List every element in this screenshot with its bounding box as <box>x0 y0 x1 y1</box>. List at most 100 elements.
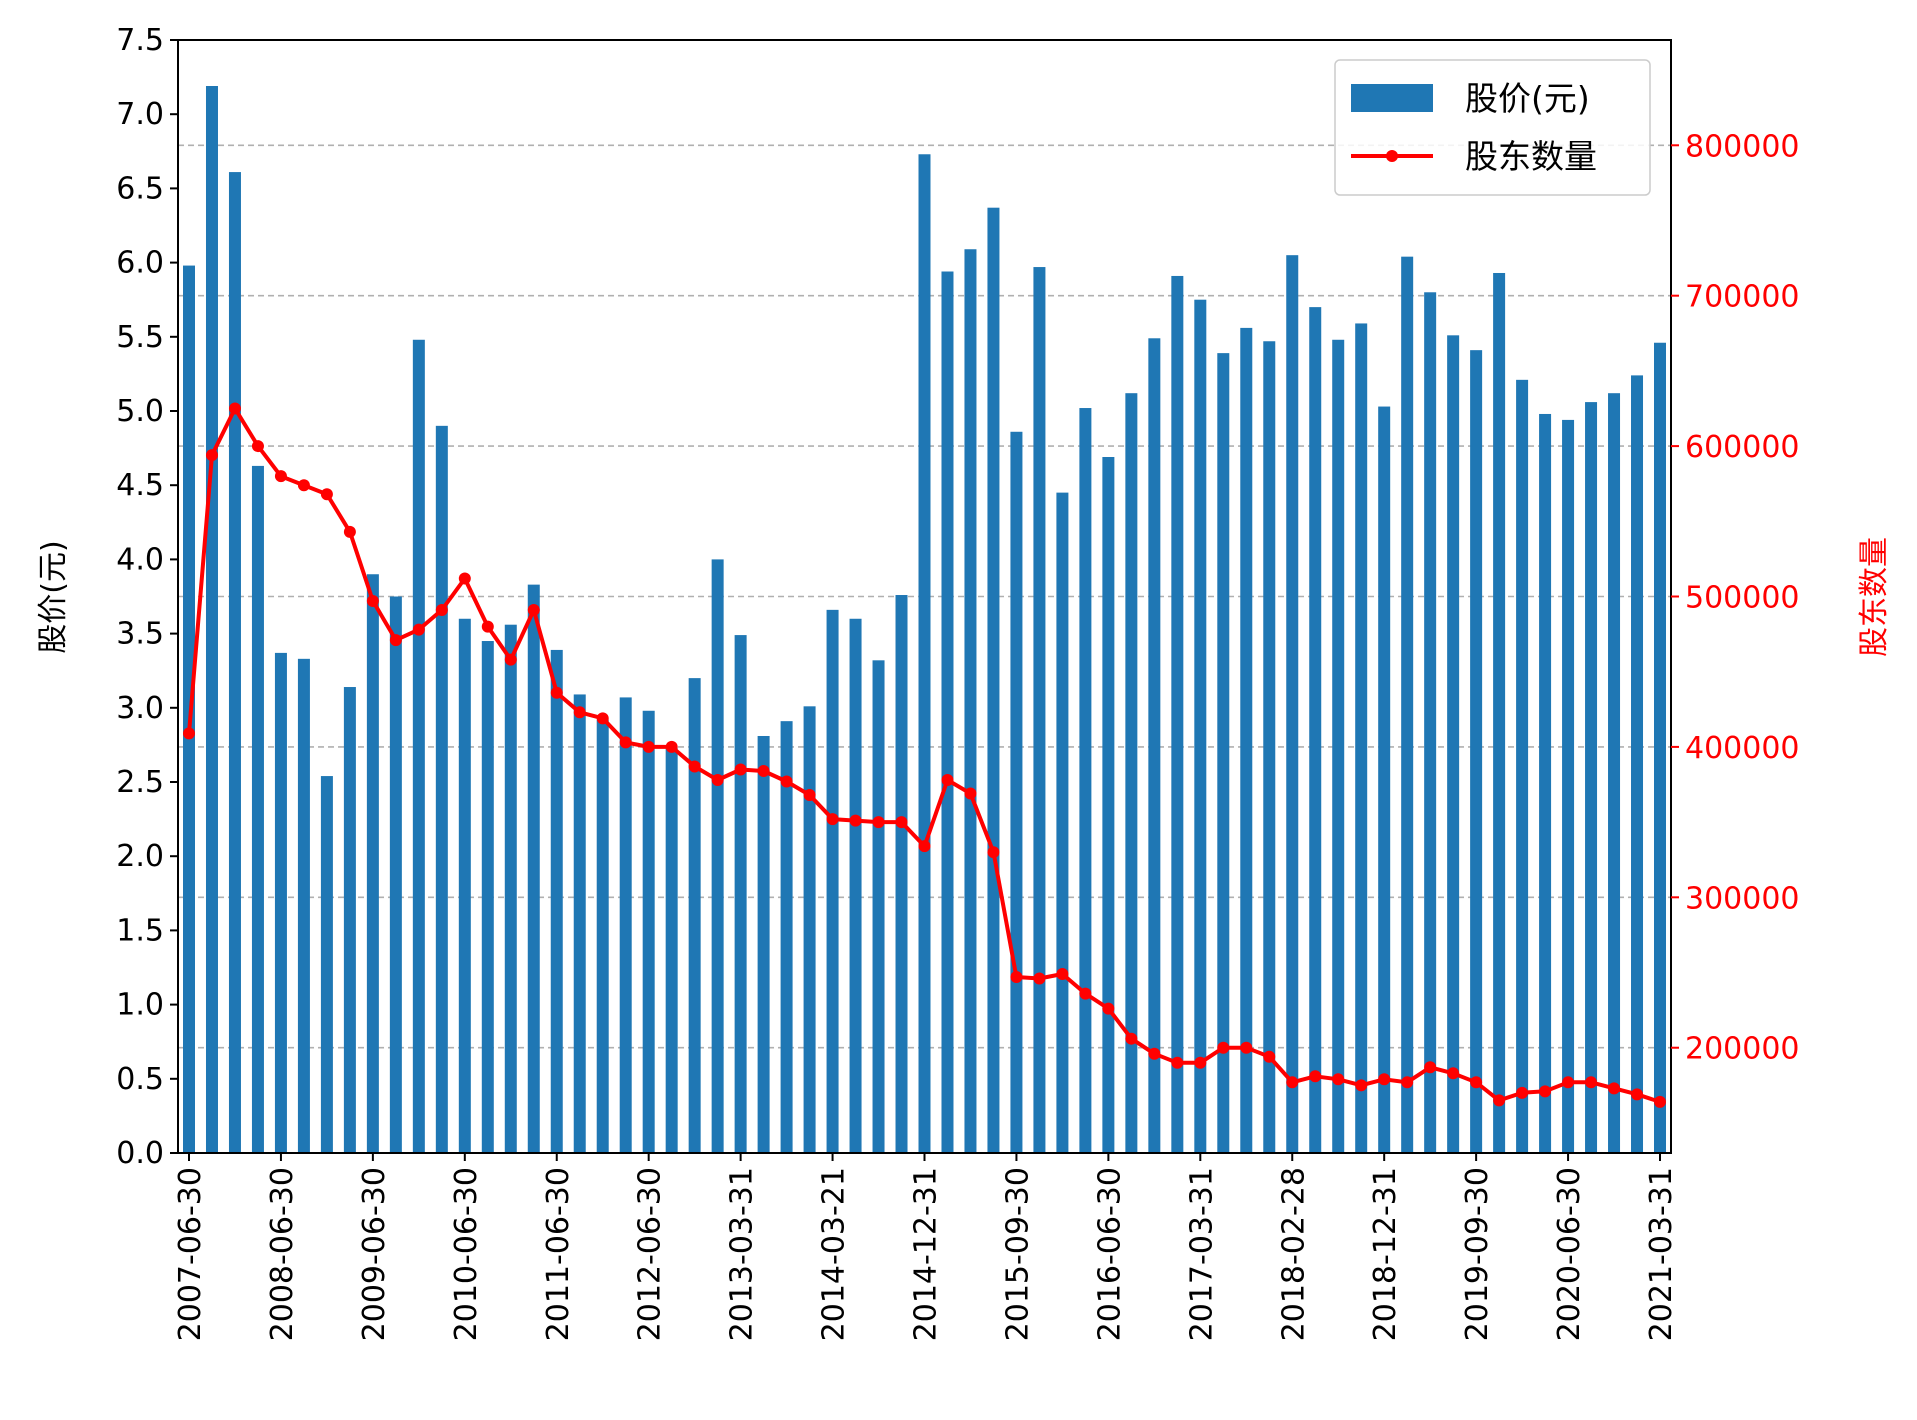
shareholder-point <box>229 402 241 414</box>
y-left-tick-label: 7.0 <box>116 97 164 132</box>
x-tick-label: 2013-03-31 <box>725 1167 760 1341</box>
price-bar <box>758 736 770 1153</box>
price-bar <box>229 172 241 1153</box>
shareholder-point <box>1263 1051 1275 1063</box>
bar-series <box>183 86 1666 1153</box>
x-tick-label: 2016-06-30 <box>1092 1167 1127 1341</box>
shareholder-point <box>1309 1070 1321 1082</box>
shareholder-point <box>1332 1073 1344 1085</box>
shareholder-point <box>1631 1088 1643 1100</box>
shareholder-point <box>275 470 287 482</box>
shareholder-point <box>1355 1079 1367 1091</box>
shareholder-point <box>941 774 953 786</box>
price-bar <box>436 426 448 1153</box>
shareholder-point <box>1447 1067 1459 1079</box>
y-left-tick-label: 6.5 <box>116 171 164 206</box>
price-bar <box>1447 335 1459 1153</box>
price-bar <box>551 650 563 1153</box>
price-bar <box>964 249 976 1153</box>
y-left-tick-label: 0.5 <box>116 1062 164 1097</box>
shareholder-point <box>482 621 494 633</box>
price-bar <box>528 585 540 1153</box>
price-bar <box>1355 323 1367 1153</box>
shareholder-point <box>1401 1076 1413 1088</box>
shareholder-point <box>436 604 448 616</box>
price-bar <box>850 619 862 1153</box>
shareholder-point <box>896 816 908 828</box>
shareholder-point <box>1654 1096 1666 1108</box>
price-bar <box>1240 328 1252 1153</box>
shareholder-point <box>919 840 931 852</box>
price-bar <box>620 697 632 1153</box>
shareholder-point <box>735 763 747 775</box>
x-tick-label: 2008-06-30 <box>265 1167 300 1341</box>
price-bar <box>1424 292 1436 1153</box>
shareholder-point <box>298 479 310 491</box>
legend-line-marker <box>1386 150 1398 162</box>
shareholder-point <box>873 816 885 828</box>
shareholder-point <box>850 815 862 827</box>
shareholder-point <box>1079 988 1091 1000</box>
price-bar <box>1493 273 1505 1153</box>
shareholder-point <box>781 775 793 787</box>
price-bar <box>804 706 816 1153</box>
y-left-tick-label: 5.0 <box>116 394 164 429</box>
shareholder-point <box>528 604 540 616</box>
price-bar <box>321 776 333 1153</box>
y-left-tick-label: 2.0 <box>116 839 164 874</box>
shareholder-point <box>206 449 218 461</box>
price-bar <box>206 86 218 1153</box>
y-left-tick-label: 5.5 <box>116 320 164 355</box>
y-left-tick-label: 4.5 <box>116 468 164 503</box>
price-bar <box>1654 343 1666 1153</box>
price-bar <box>1010 432 1022 1153</box>
y-left-tick-label: 2.5 <box>116 765 164 800</box>
shareholder-point <box>1056 968 1068 980</box>
legend-line-label: 股东数量 <box>1465 137 1597 176</box>
price-bar <box>1470 350 1482 1153</box>
shareholder-point <box>1378 1073 1390 1085</box>
y-right-tick-label: 400000 <box>1685 731 1800 766</box>
price-bar <box>643 711 655 1153</box>
shareholder-point <box>1470 1076 1482 1088</box>
price-bar <box>1608 393 1620 1153</box>
shareholder-point <box>643 741 655 753</box>
x-tick-label: 2010-06-30 <box>449 1167 484 1341</box>
shareholder-point <box>1148 1048 1160 1060</box>
y-left-tick-label: 6.0 <box>116 246 164 281</box>
price-bar <box>1194 300 1206 1153</box>
x-tick-label: 2019-09-30 <box>1460 1167 1495 1341</box>
price-bar <box>1309 307 1321 1153</box>
shareholder-point <box>1539 1085 1551 1097</box>
price-bar <box>712 559 724 1153</box>
price-bar <box>689 678 701 1153</box>
price-bar <box>896 595 908 1153</box>
price-bar <box>344 687 356 1153</box>
shareholder-point <box>827 813 839 825</box>
price-bar <box>1378 407 1390 1153</box>
y-left-tick-label: 3.0 <box>116 691 164 726</box>
legend: 股价(元) 股东数量 <box>1335 60 1650 195</box>
shareholder-point <box>620 736 632 748</box>
shareholder-point <box>1286 1076 1298 1088</box>
shareholder-point <box>1102 1003 1114 1015</box>
price-bar <box>735 635 747 1153</box>
shareholder-point <box>1608 1082 1620 1094</box>
price-bar <box>252 466 264 1153</box>
shareholder-point <box>413 624 425 636</box>
shareholder-point <box>1010 971 1022 983</box>
x-tick-label: 2012-06-30 <box>633 1167 668 1341</box>
shareholder-point <box>804 789 816 801</box>
shareholder-point <box>252 440 264 452</box>
shareholder-point <box>1033 973 1045 985</box>
y-left-tick-label: 7.5 <box>116 23 164 58</box>
price-bar <box>1148 338 1160 1153</box>
price-bar <box>1562 420 1574 1153</box>
shareholder-point <box>183 727 195 739</box>
shareholder-point <box>551 687 563 699</box>
shareholder-point <box>666 741 678 753</box>
price-bar <box>597 720 609 1153</box>
price-bar <box>275 653 287 1153</box>
x-tick-label: 2015-09-30 <box>1000 1167 1035 1341</box>
